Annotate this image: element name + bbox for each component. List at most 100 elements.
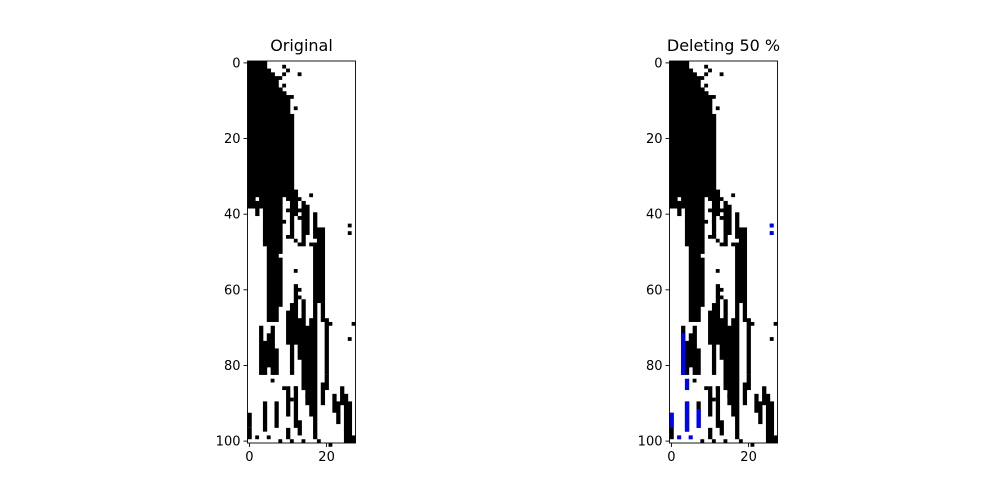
cell-run [684,340,690,375]
heatmap-cells [247,61,356,447]
cell [731,193,736,198]
cell-run [719,318,724,360]
cell-run [262,61,268,247]
y-tick-label: 80 [224,359,241,374]
y-tick-label: 20 [224,132,241,147]
deleted-cell [769,223,774,228]
cell [309,401,314,406]
cell [293,106,298,111]
y-tick-label: 60 [224,283,241,298]
cell [711,219,716,224]
cell-run [259,325,264,375]
cell-run [286,386,291,417]
cell-run [297,420,302,436]
cell-run [762,386,767,406]
cell-run [286,95,291,201]
cell-run [708,427,713,440]
cell-run [711,113,717,239]
cell-run [262,401,268,432]
cell-run [274,401,279,428]
cell [293,386,298,391]
cell-run [708,310,713,345]
cell-run [711,303,717,375]
cell-run [320,227,326,322]
cell-run [278,257,283,307]
heatmap-cells [669,61,778,447]
cell-run [700,257,705,307]
cell-run [719,420,724,436]
cell [719,197,724,201]
cell [719,72,724,77]
cell [289,95,294,99]
cell [347,231,352,235]
cell [301,204,306,209]
cell-run [688,333,694,368]
cell-run [305,204,310,235]
y-tick-label: 60 [646,283,663,298]
cell [719,242,724,247]
cell [723,204,728,209]
cell-run [293,386,299,428]
cell [704,64,709,69]
cell [750,321,755,326]
cell [731,401,736,406]
plot-frame [669,60,778,444]
y-tick-label: 100 [638,435,663,450]
cell [286,68,290,73]
cell [255,435,260,440]
cell [289,439,294,443]
plot-frame [247,60,356,444]
cell-run [742,227,748,322]
cell-run [692,325,697,375]
cell [297,216,302,220]
cell [293,269,298,273]
cell [351,321,356,326]
cell-run [289,303,295,375]
cell [708,208,712,213]
cell [692,378,697,383]
cell-run [681,61,686,209]
cell [347,337,352,341]
cell [750,443,755,447]
chart-title: Deleting 50 % [667,36,780,55]
cell-run [765,393,771,443]
cell-run [673,61,678,209]
cell-run [305,325,310,406]
x-tick-label: 20 [740,450,757,465]
cell [301,386,306,391]
cell [708,234,712,239]
cell-run [255,61,260,198]
cell-run [289,113,295,239]
deleted-cell-run [684,401,690,432]
cell [286,234,290,239]
cell-run [677,61,682,198]
cell [711,439,716,443]
cell-run [332,393,337,413]
cell-run [688,68,694,322]
cell [282,72,287,77]
cell [727,393,732,398]
cell [282,386,287,391]
cell [715,106,720,111]
cell-run [715,386,721,428]
cell-run [773,435,778,443]
cell [773,321,778,326]
cell-run [274,76,279,322]
cell [715,238,720,243]
cell [297,295,302,300]
cell-run [735,212,740,239]
cell [309,242,314,247]
cell-run [278,87,283,254]
deleted-cell [769,231,774,235]
cell-run [723,200,728,247]
y-tick-label: 80 [646,359,663,374]
y-tick-label: 40 [224,208,241,223]
cell [297,287,302,292]
cell-run [247,412,252,428]
cell [704,83,709,88]
cell-run [669,61,674,209]
cell-run [340,386,345,406]
cell-run [251,61,256,209]
cell-run [727,204,732,235]
deleted-cell [677,435,682,440]
